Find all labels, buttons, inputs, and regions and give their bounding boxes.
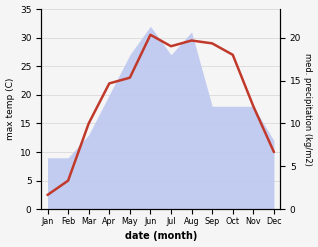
Y-axis label: med. precipitation (kg/m2): med. precipitation (kg/m2)	[303, 53, 313, 165]
Y-axis label: max temp (C): max temp (C)	[5, 78, 15, 140]
X-axis label: date (month): date (month)	[125, 231, 197, 242]
